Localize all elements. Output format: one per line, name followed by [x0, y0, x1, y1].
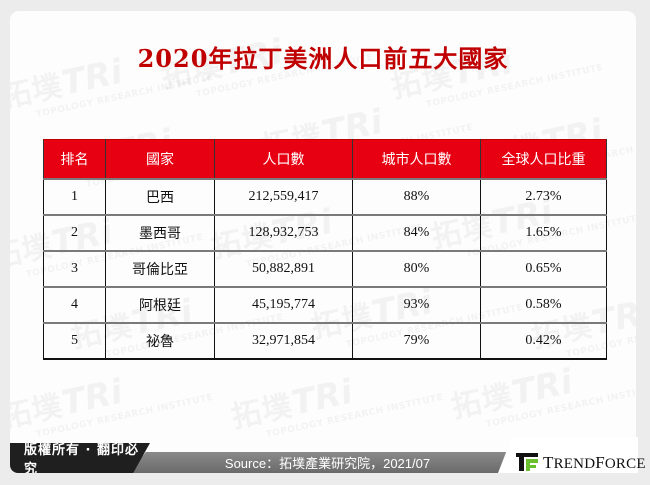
cell-population: 32,971,854 — [214, 322, 353, 360]
cell-share: 1.65% — [480, 214, 607, 251]
slide-title: 2020年拉丁美洲人口前五大國家 — [137, 44, 509, 73]
cell-country: 阿根廷 — [105, 286, 215, 323]
cell-population: 50,882,891 — [214, 250, 353, 287]
table-row: 2 墨西哥 128,932,753 84% 1.65% — [43, 214, 607, 251]
trendforce-wordmark: TRENDFORCE — [543, 453, 646, 472]
cell-urban: 84% — [352, 214, 481, 251]
header-share: 全球人口比重 — [480, 139, 607, 179]
header-rank: 排名 — [43, 139, 106, 179]
cell-rank: 4 — [43, 286, 106, 323]
cell-population: 212,559,417 — [214, 178, 353, 215]
cell-rank: 3 — [43, 250, 106, 287]
cell-population: 45,195,774 — [214, 286, 353, 323]
source-text: Source：拓墣產業研究院，2021/07 — [224, 456, 431, 471]
cell-country: 哥倫比亞 — [105, 250, 215, 287]
cell-share: 0.42% — [480, 322, 607, 360]
table-row: 5 祕魯 32,971,854 79% 0.42% — [43, 322, 607, 360]
cell-share: 0.65% — [480, 250, 607, 287]
cell-rank: 5 — [43, 322, 106, 360]
cell-share: 2.73% — [480, 178, 607, 215]
cell-rank: 1 — [43, 178, 106, 215]
copyright-text: 版權所有 · 翻印必究 — [24, 443, 139, 477]
cell-urban: 80% — [352, 250, 481, 287]
watermark: 拓墣TRiTOPOLOGY RESEARCH INSTITUTE — [227, 350, 444, 447]
cell-rank: 2 — [43, 214, 106, 251]
watermark: 拓墣TRiTOPOLOGY RESEARCH INSTITUTE — [10, 350, 214, 447]
table-row: 3 哥倫比亞 50,882,891 80% 0.65% — [43, 250, 607, 287]
cell-country: 巴西 — [105, 178, 215, 215]
table-header-row: 排名 國家 人口數 城市人口數 全球人口比重 — [43, 139, 607, 179]
header-country: 國家 — [105, 139, 215, 179]
cell-country: 祕魯 — [105, 322, 215, 360]
table-row: 4 阿根廷 45,195,774 93% 0.58% — [43, 286, 607, 323]
cell-urban: 79% — [352, 322, 481, 360]
cell-urban: 88% — [352, 178, 481, 215]
trendforce-logo-icon — [516, 453, 538, 471]
header-population: 人口數 — [214, 139, 353, 179]
population-table: 排名 國家 人口數 城市人口數 全球人口比重 1 巴西 212,559,417 … — [43, 139, 607, 360]
copyright-badge: 版權所有 · 翻印必究 — [10, 443, 150, 473]
cell-population: 128,932,753 — [214, 214, 353, 251]
cell-urban: 93% — [352, 286, 481, 323]
table-row: 1 巴西 212,559,417 88% 2.73% — [43, 178, 607, 215]
header-urban: 城市人口數 — [352, 139, 481, 179]
source-bar: Source：拓墣產業研究院，2021/07 — [130, 452, 525, 473]
cell-country: 墨西哥 — [105, 214, 215, 251]
cell-share: 0.58% — [480, 286, 607, 323]
